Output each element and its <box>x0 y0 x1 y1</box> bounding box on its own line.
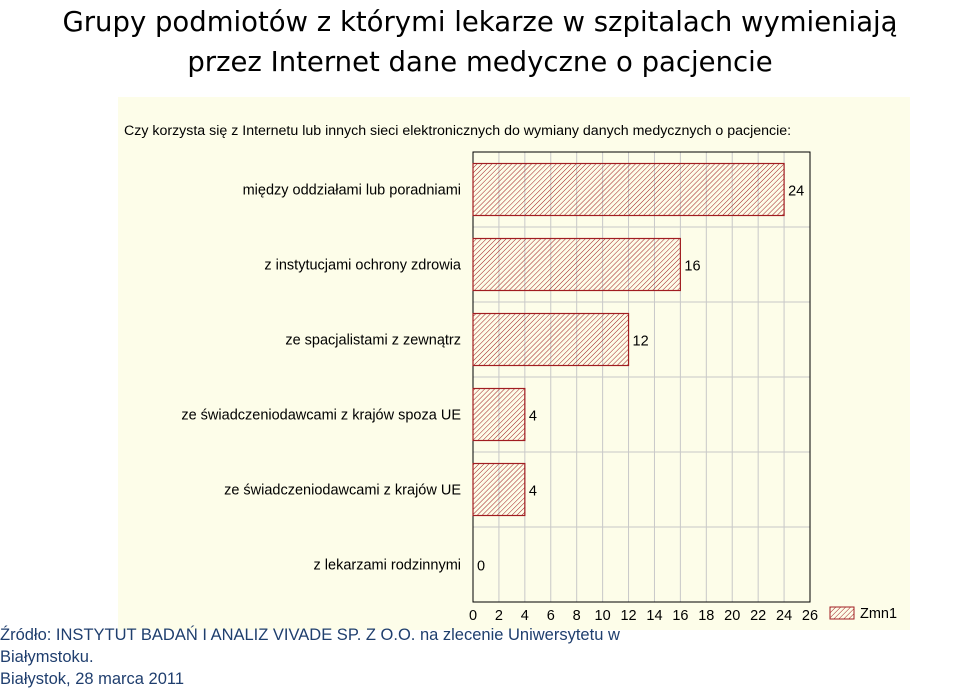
x-tick-label: 18 <box>698 608 714 624</box>
x-tick-label: 2 <box>495 608 503 624</box>
slide-title-line-1: Grupy podmiotów z którymi lekarze w szpi… <box>62 6 898 38</box>
source-line-1: Źródło: INSTYTUT BADAŃ I ANALIZ VIVADE S… <box>0 626 620 644</box>
date-line: Białystok, 28 marca 2011 <box>0 670 185 688</box>
plot-frame <box>472 151 811 603</box>
x-tick-label: 26 <box>802 608 818 624</box>
x-tick-label: 22 <box>750 608 766 624</box>
slide-title-line-2: przez Internet dane medyczne o pacjencie <box>187 46 773 78</box>
bar <box>472 387 526 442</box>
bar <box>472 162 785 217</box>
bar <box>472 462 526 517</box>
x-tick-label: 16 <box>672 608 688 624</box>
source-line-2: Białymstoku. <box>0 648 94 666</box>
value-label: 24 <box>788 184 804 200</box>
x-tick-label: 10 <box>595 608 611 624</box>
category-label: z lekarzami rodzinnymi <box>314 558 461 574</box>
source-caption: Źródło: INSTYTUT BADAŃ I ANALIZ VIVADE S… <box>0 624 620 668</box>
x-tick-label: 6 <box>547 608 555 624</box>
category-labels: między oddziałami lub poradniami z instyt… <box>181 183 462 574</box>
legend: Zmn1 <box>829 606 897 622</box>
grid-layer <box>472 151 811 603</box>
category-label: ze świadczeniodawcami z krajów spoza UE <box>181 408 461 424</box>
category-label: ze spacjalistami z zewnątrz <box>285 333 461 349</box>
x-tick-label: 20 <box>724 608 740 624</box>
value-label: 4 <box>529 409 537 425</box>
slide-title: Grupy podmiotów z którymi lekarze w szpi… <box>0 2 960 82</box>
x-tick-label: 12 <box>620 608 636 624</box>
bar-chart: Czy korzysta się z Internetu lub innych … <box>124 123 897 624</box>
legend-label: Zmn1 <box>860 606 897 622</box>
category-label: z instytucjami ochrony zdrowia <box>264 258 462 274</box>
category-label: ze świadczeniodawcami z krajów UE <box>224 483 461 499</box>
bar <box>472 237 681 292</box>
x-tick-label: 4 <box>521 608 529 624</box>
axis-layer <box>472 151 811 603</box>
chart-title: Czy korzysta się z Internetu lub innych … <box>124 123 791 139</box>
category-label: między oddziałami lub poradniami <box>243 183 461 199</box>
legend-swatch <box>829 606 855 620</box>
x-tick-label: 24 <box>776 608 792 624</box>
value-label: 16 <box>684 259 700 275</box>
x-tick-label: 8 <box>573 608 581 624</box>
x-tick-label: 0 <box>469 608 477 624</box>
bar <box>472 312 630 367</box>
value-labels: 24 16 12 4 4 0 <box>477 184 804 575</box>
tick-labels: 0 2 4 6 8 10 12 14 16 18 20 22 24 26 <box>469 608 818 624</box>
value-label: 0 <box>477 559 485 575</box>
x-tick-label: 14 <box>646 608 662 624</box>
value-label: 4 <box>529 484 537 500</box>
bar-layer <box>472 162 785 517</box>
value-label: 12 <box>633 334 649 350</box>
